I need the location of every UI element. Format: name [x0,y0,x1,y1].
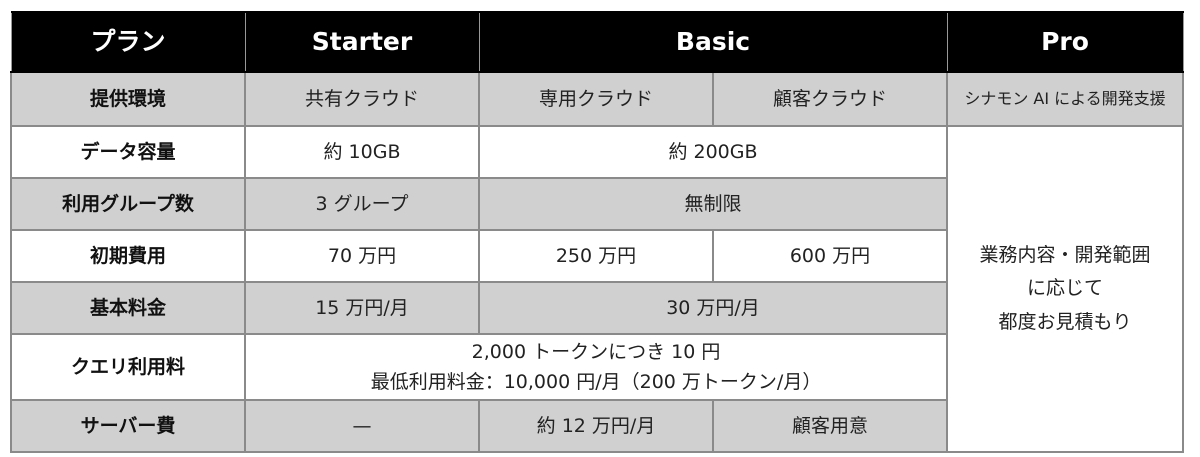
header-row: プラン Starter Basic Pro [10,11,1184,73]
header-plan: プラン [10,11,246,73]
pro-note-line: 都度お見積もり [998,310,1132,333]
pro-note-line: 業務内容・開発範囲 [979,244,1151,267]
cell: 顧客クラウド [711,71,949,127]
cell: 600 万円 [711,229,949,283]
cell: 無制限 [477,177,949,231]
cell: 70 万円 [244,229,480,283]
table-row: サーバー費 — 約 12 万円/月 顧客用意 [10,399,1183,453]
row-label: データ容量 [10,125,246,179]
row-label: サーバー費 [10,399,246,453]
table-row: クエリ利用料 2,000 トークンにつき 10 円 最低利用料金：10,000 … [10,333,1183,401]
table-row: データ容量 約 10GB 約 200GB 業務内容・開発範囲 に応じて 都度お見… [10,125,1185,453]
cell: 30 万円/月 [477,281,949,335]
table-row: 利用グループ数 3 グループ 無制限 [10,177,1183,231]
header-pro: Pro [946,11,1184,73]
cell: シナモン AI による開発支援 [946,71,1185,127]
row-label: 初期費用 [10,229,246,283]
cell: — [244,399,480,453]
row-label: 利用グループ数 [10,177,246,231]
row-label: 基本料金 [10,281,246,335]
cell: 専用クラウド [478,71,714,127]
cell: 250 万円 [478,229,714,283]
cell: 2,000 トークンにつき 10 円 最低利用料金：10,000 円/月（200… [243,333,949,401]
cell: 約 12 万円/月 [478,399,714,453]
table-row: 初期費用 70 万円 250 万円 600 万円 [10,229,1183,283]
cell: 約 200GB [477,125,949,179]
row-label: 提供環境 [10,71,246,127]
cell: 3 グループ [244,177,480,231]
pro-note-line: に応じて [1027,277,1104,300]
table-row: 基本料金 15 万円/月 30 万円/月 [10,281,1183,335]
cell: 15 万円/月 [244,281,480,335]
row-label: クエリ利用料 [10,333,246,401]
header-basic: Basic [478,11,948,73]
query-line: 2,000 トークンにつき 10 円 [471,340,721,363]
cell: 顧客用意 [711,399,949,453]
pro-quote-cell: 業務内容・開発範囲 に応じて 都度お見積もり [946,125,1185,453]
cell: 約 10GB [244,125,480,179]
table-row: 提供環境 共有クラウド 専用クラウド 顧客クラウド シナモン AI による開発支… [10,71,1185,127]
query-line: 最低利用料金：10,000 円/月（200 万トークン/月） [370,371,822,393]
cell: 共有クラウド [244,71,480,127]
pricing-table: プラン Starter Basic Pro 提供環境 共有クラウド 専用クラウド… [10,11,1185,453]
header-starter: Starter [244,11,480,73]
